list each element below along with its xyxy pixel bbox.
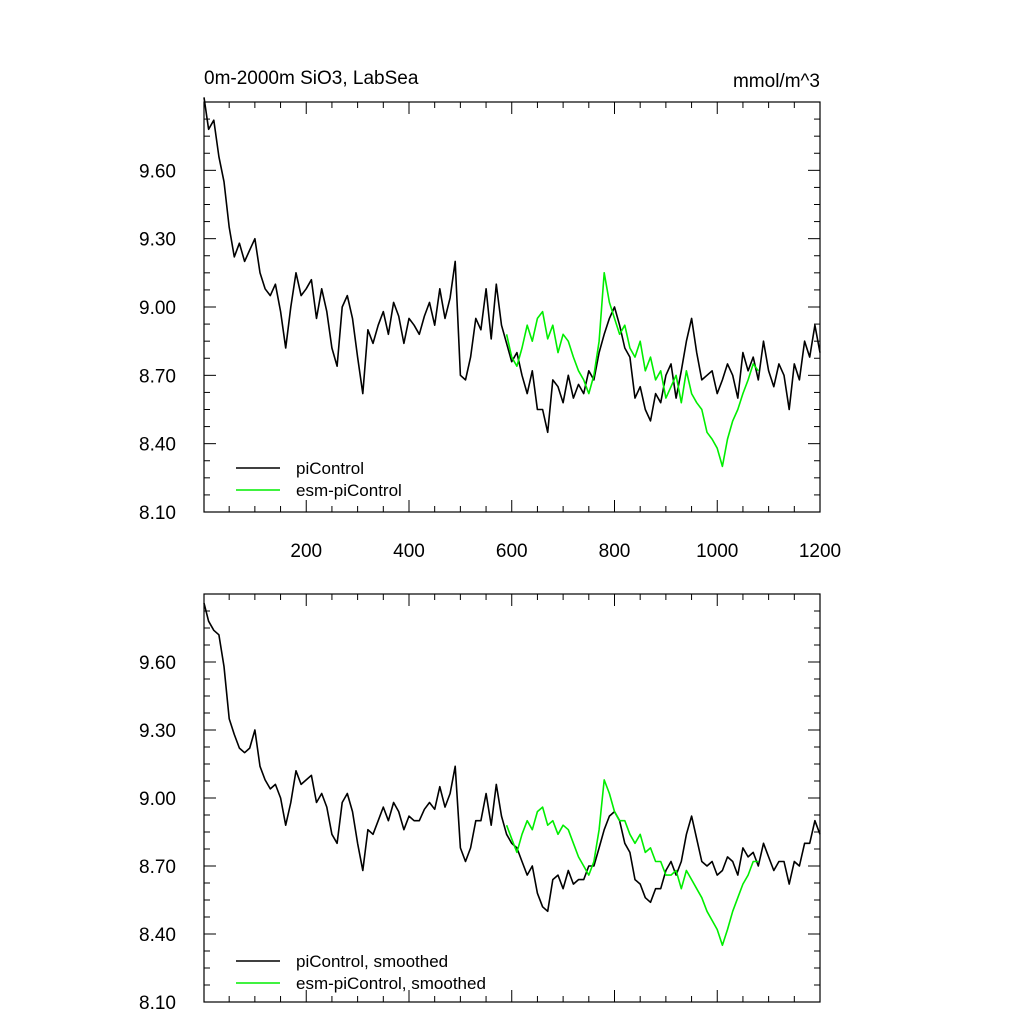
x-tick-label: 400 <box>393 541 425 562</box>
x-tick-label: 200 <box>290 541 322 562</box>
series-line-picontrol <box>203 97 821 434</box>
plot-frame <box>203 101 821 513</box>
series-line-esm-picontrol-smoothed <box>505 779 759 947</box>
y-tick-label: 8.70 <box>139 857 176 878</box>
legend-label: esm-piControl, smoothed <box>296 974 486 993</box>
legend-label: piControl <box>296 459 364 478</box>
x-tick-label: 800 <box>599 541 631 562</box>
x-tick-label: 1000 <box>696 541 738 562</box>
y-tick-label: 9.30 <box>139 721 176 742</box>
y-tick-label: 9.00 <box>139 789 176 810</box>
y-tick-label: 8.40 <box>139 435 176 456</box>
series-line-esm-picontrol <box>505 272 759 468</box>
y-tick-label: 9.00 <box>139 298 176 319</box>
units-label: mmol/m^3 <box>733 71 820 92</box>
y-tick-label: 8.70 <box>139 366 176 387</box>
x-tick-label: 1200 <box>799 541 841 562</box>
x-tick-label: 600 <box>496 541 528 562</box>
y-tick-label: 9.60 <box>139 161 176 182</box>
y-tick-label: 9.60 <box>139 653 176 674</box>
top-panel: 8.10 8.40 8.70 9.00 9.30 9.60 200 400 600 800 1000… <box>139 97 841 562</box>
bottom-panel: 8.10 8.40 8.70 9.00 9.30 9.60 piControl, smoot… <box>139 593 821 1014</box>
legend-label: esm-piControl <box>296 481 402 500</box>
y-tick-label: 9.30 <box>139 230 176 251</box>
chart-title: 0m-2000m SiO3, LabSea <box>204 68 419 89</box>
y-tick-label: 8.10 <box>139 993 176 1014</box>
plot-frame <box>203 593 821 1003</box>
legend-label: piControl, smoothed <box>296 952 448 971</box>
y-tick-label: 8.10 <box>139 503 176 524</box>
y-tick-label: 8.40 <box>139 925 176 946</box>
series-line-picontrol-smoothed <box>203 602 821 913</box>
